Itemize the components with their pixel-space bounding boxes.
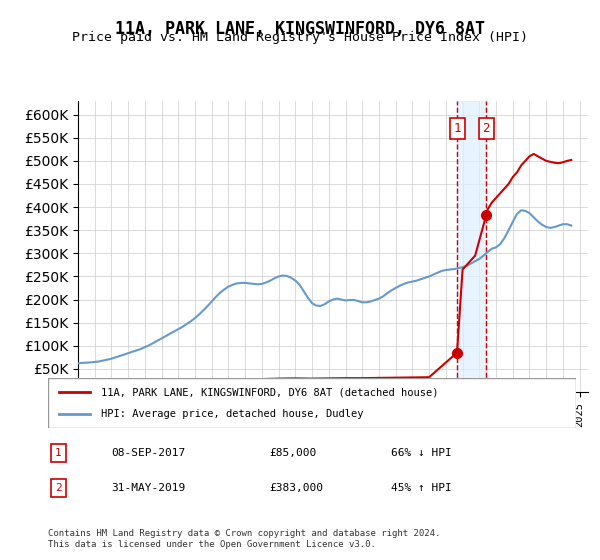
Bar [457,101,486,392]
Text: £383,000: £383,000 [270,483,324,493]
Text: £85,000: £85,000 [270,448,317,458]
Text: 1: 1 [55,448,62,458]
Text: 1: 1 [453,122,461,135]
Text: 45% ↑ HPI: 45% ↑ HPI [391,483,452,493]
Text: 11A, PARK LANE, KINGSWINFORD, DY6 8AT: 11A, PARK LANE, KINGSWINFORD, DY6 8AT [115,20,485,38]
Text: Contains HM Land Registry data © Crown copyright and database right 2024.
This d: Contains HM Land Registry data © Crown c… [48,529,440,549]
Text: 2: 2 [55,483,62,493]
Text: HPI: Average price, detached house, Dudley: HPI: Average price, detached house, Dudl… [101,409,364,419]
Text: Price paid vs. HM Land Registry's House Price Index (HPI): Price paid vs. HM Land Registry's House … [72,31,528,44]
Text: 2: 2 [482,122,490,135]
Text: 31-MAY-2019: 31-MAY-2019 [112,483,185,493]
FancyBboxPatch shape [48,378,576,428]
Text: 11A, PARK LANE, KINGSWINFORD, DY6 8AT (detached house): 11A, PARK LANE, KINGSWINFORD, DY6 8AT (d… [101,387,438,397]
Text: 66% ↓ HPI: 66% ↓ HPI [391,448,452,458]
Text: 08-SEP-2017: 08-SEP-2017 [112,448,185,458]
